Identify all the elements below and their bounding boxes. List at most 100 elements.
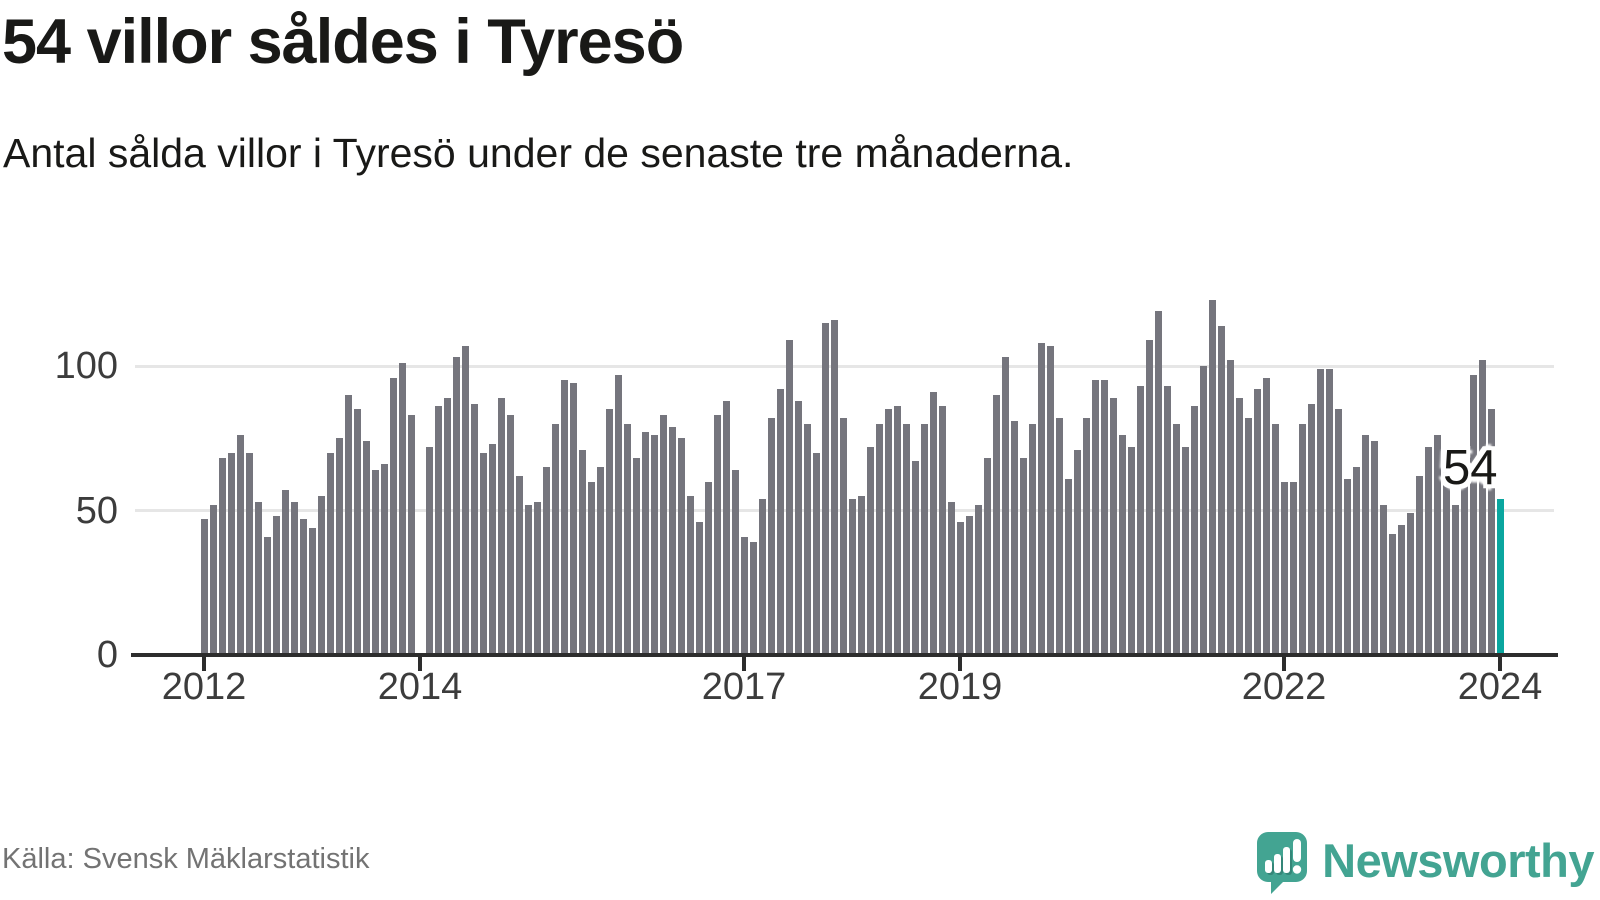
bar — [380, 464, 388, 655]
bar — [1136, 386, 1144, 655]
bar — [1289, 481, 1297, 655]
bar — [281, 490, 289, 655]
bar — [578, 449, 586, 655]
bar — [632, 458, 640, 655]
bar — [1064, 478, 1072, 655]
bar — [848, 498, 856, 655]
bar — [1334, 409, 1342, 655]
bar — [839, 418, 847, 655]
bar — [542, 467, 550, 655]
x-axis-tick — [202, 655, 206, 671]
bar — [1370, 441, 1378, 655]
bar — [812, 452, 820, 655]
bar — [1145, 339, 1153, 655]
bar — [758, 498, 766, 655]
bar — [488, 444, 496, 655]
bar — [389, 377, 397, 655]
bar — [524, 504, 532, 655]
bar — [1172, 423, 1180, 655]
bar — [983, 458, 991, 655]
bar — [443, 397, 451, 655]
bar — [794, 400, 802, 655]
bar — [290, 501, 298, 655]
bar — [1253, 389, 1261, 655]
bar — [461, 345, 469, 655]
bar — [1487, 409, 1495, 655]
bar — [992, 394, 1000, 655]
bar — [353, 409, 361, 655]
bar — [1361, 435, 1369, 655]
bar — [479, 452, 487, 655]
bar — [362, 441, 370, 655]
bar — [875, 423, 883, 655]
bar — [902, 423, 910, 655]
x-axis-tick — [742, 655, 746, 671]
bar — [1235, 397, 1243, 655]
bar — [713, 415, 721, 655]
y-axis-tick-label: 50 — [75, 489, 118, 532]
bar — [866, 446, 874, 655]
bar — [1469, 374, 1477, 655]
bar — [920, 423, 928, 655]
bar — [1226, 360, 1234, 655]
bar — [1208, 299, 1216, 655]
newsworthy-icon — [1253, 828, 1311, 894]
bar — [1028, 423, 1036, 655]
x-axis-tick — [958, 655, 962, 671]
bar — [1073, 449, 1081, 655]
x-axis-tick — [1498, 655, 1502, 671]
bar — [551, 423, 559, 655]
bar — [1271, 423, 1279, 655]
bar — [1460, 461, 1468, 655]
source-credit: Källa: Svensk Mäklarstatistik — [2, 843, 370, 875]
bar — [218, 458, 226, 655]
bar — [1100, 380, 1108, 655]
bar — [740, 536, 748, 655]
bar — [308, 527, 316, 655]
bar — [956, 522, 964, 655]
bar — [596, 467, 604, 655]
bar — [1001, 357, 1009, 655]
bar — [335, 438, 343, 655]
x-axis-tick — [418, 655, 422, 671]
bar — [677, 438, 685, 655]
bar — [965, 516, 973, 655]
bar — [569, 383, 577, 655]
bar — [1118, 435, 1126, 655]
x-axis-tick-label: 2012 — [161, 666, 247, 708]
bar-highlighted — [1496, 498, 1504, 655]
bar — [1082, 418, 1090, 655]
bar — [614, 374, 622, 655]
bar — [587, 481, 595, 655]
bar — [650, 435, 658, 655]
bar — [1280, 481, 1288, 655]
bar — [686, 496, 694, 655]
bar — [974, 504, 982, 655]
bar — [1379, 504, 1387, 655]
x-axis-tick-label: 2022 — [1241, 666, 1327, 708]
bar — [623, 423, 631, 655]
bar — [668, 426, 676, 655]
bar — [659, 415, 667, 655]
bar — [1307, 403, 1315, 655]
bar — [1316, 368, 1324, 655]
bar — [1442, 464, 1450, 655]
bar — [1190, 406, 1198, 655]
bar — [1451, 504, 1459, 655]
bar — [641, 432, 649, 655]
page-title: 54 villor såldes i Tyresö — [2, 7, 684, 77]
bar — [929, 392, 937, 655]
bar — [1415, 475, 1423, 655]
bar — [371, 470, 379, 655]
last-value-label: 54 — [1443, 441, 1498, 495]
x-axis-tick-label: 2017 — [701, 666, 787, 708]
x-axis-tick-label: 2014 — [377, 666, 463, 708]
bar — [749, 542, 757, 655]
bar — [776, 389, 784, 655]
bar — [947, 501, 955, 655]
brand-name: Newsworthy — [1322, 834, 1594, 887]
bar — [1055, 418, 1063, 655]
bar — [731, 470, 739, 655]
bar — [227, 452, 235, 655]
